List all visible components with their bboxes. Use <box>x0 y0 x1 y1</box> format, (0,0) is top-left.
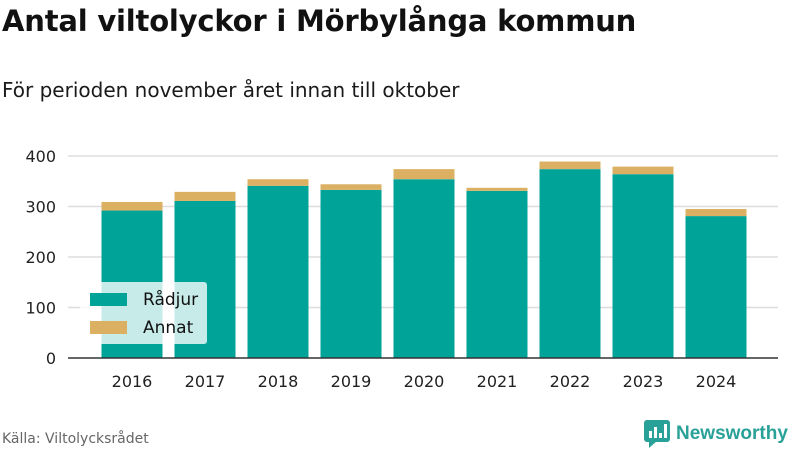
bar-annat <box>393 169 455 180</box>
bar-radjur <box>466 190 528 358</box>
legend-swatch-annat <box>90 321 127 334</box>
bar-annat <box>101 201 163 211</box>
x-tick-label: 2020 <box>404 372 445 391</box>
bar-annat <box>685 209 747 217</box>
bar-radjur <box>393 179 455 358</box>
y-tick-label: 200 <box>25 248 56 267</box>
bar-annat <box>320 184 382 190</box>
x-tick-label: 2017 <box>185 372 226 391</box>
x-tick-label: 2019 <box>331 372 372 391</box>
brand-logo: Newsworthy <box>644 420 788 448</box>
y-tick-label: 300 <box>25 198 56 217</box>
x-tick-label: 2021 <box>477 372 518 391</box>
bar-radjur <box>539 169 601 358</box>
bar-annat <box>539 161 601 170</box>
bar-radjur <box>247 185 309 358</box>
bar-annat <box>612 166 674 175</box>
bar-annat <box>174 191 236 201</box>
x-tick-label: 2018 <box>258 372 299 391</box>
legend-swatch-radjur <box>90 293 127 306</box>
y-tick-label: 100 <box>25 299 56 318</box>
legend-label: Rådjur <box>143 289 198 310</box>
chart-subtitle: För perioden november året innan till ok… <box>2 78 460 102</box>
x-tick-label: 2023 <box>623 372 664 391</box>
y-tick-label: 400 <box>25 147 56 166</box>
bar-annat <box>247 179 309 186</box>
y-tick-label: 0 <box>46 349 56 368</box>
x-tick-label: 2022 <box>550 372 591 391</box>
chart-title: Antal viltolyckor i Mörbylånga kommun <box>2 4 637 38</box>
bar-radjur <box>612 174 674 358</box>
x-tick-label: 2016 <box>112 372 153 391</box>
bar-radjur <box>320 189 382 358</box>
bar-annat <box>466 187 528 191</box>
legend-label: Annat <box>143 318 194 338</box>
newsworthy-logo-icon <box>644 420 670 448</box>
x-tick-label: 2024 <box>696 372 737 391</box>
bar-radjur <box>685 216 747 358</box>
source-note: Källa: Viltolycksrådet <box>2 431 149 447</box>
brand-name: Newsworthy <box>676 423 788 444</box>
